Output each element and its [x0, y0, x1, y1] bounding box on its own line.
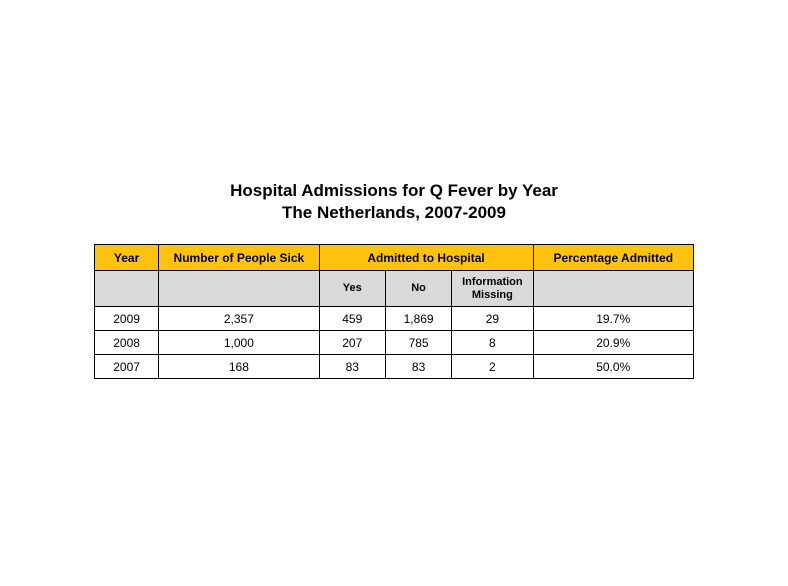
cell-sick: 1,000 — [159, 331, 319, 355]
cell-pct: 19.7% — [533, 307, 693, 331]
col-header-sick: Number of People Sick — [159, 245, 319, 271]
cell-sick: 2,357 — [159, 307, 319, 331]
subheader-yes: Yes — [319, 271, 385, 307]
data-table: Year Number of People Sick Admitted to H… — [94, 244, 694, 379]
subheader-row: Yes No Information Missing — [95, 271, 694, 307]
subheader-no: No — [385, 271, 451, 307]
cell-info: 8 — [452, 331, 533, 355]
table-row: 2009 2,357 459 1,869 29 19.7% — [95, 307, 694, 331]
col-header-year: Year — [95, 245, 159, 271]
cell-info: 2 — [452, 355, 533, 379]
cell-no: 83 — [385, 355, 451, 379]
cell-yes: 207 — [319, 331, 385, 355]
cell-pct: 50.0% — [533, 355, 693, 379]
cell-year: 2007 — [95, 355, 159, 379]
data-table-container: Year Number of People Sick Admitted to H… — [94, 244, 694, 379]
cell-yes: 459 — [319, 307, 385, 331]
table-row: 2007 168 83 83 2 50.0% — [95, 355, 694, 379]
cell-sick: 168 — [159, 355, 319, 379]
col-header-admitted: Admitted to Hospital — [319, 245, 533, 271]
title-line-1: Hospital Admissions for Q Fever by Year — [230, 180, 558, 202]
cell-info: 29 — [452, 307, 533, 331]
cell-year: 2008 — [95, 331, 159, 355]
table-row: 2008 1,000 207 785 8 20.9% — [95, 331, 694, 355]
cell-year: 2009 — [95, 307, 159, 331]
cell-no: 1,869 — [385, 307, 451, 331]
cell-pct: 20.9% — [533, 331, 693, 355]
subheader-info: Information Missing — [452, 271, 533, 307]
col-header-pct: Percentage Admitted — [533, 245, 693, 271]
subheader-empty — [159, 271, 319, 307]
title-line-2: The Netherlands, 2007-2009 — [230, 202, 558, 224]
cell-no: 785 — [385, 331, 451, 355]
subheader-empty — [95, 271, 159, 307]
subheader-empty — [533, 271, 693, 307]
header-row: Year Number of People Sick Admitted to H… — [95, 245, 694, 271]
cell-yes: 83 — [319, 355, 385, 379]
table-title: Hospital Admissions for Q Fever by Year … — [230, 180, 558, 224]
